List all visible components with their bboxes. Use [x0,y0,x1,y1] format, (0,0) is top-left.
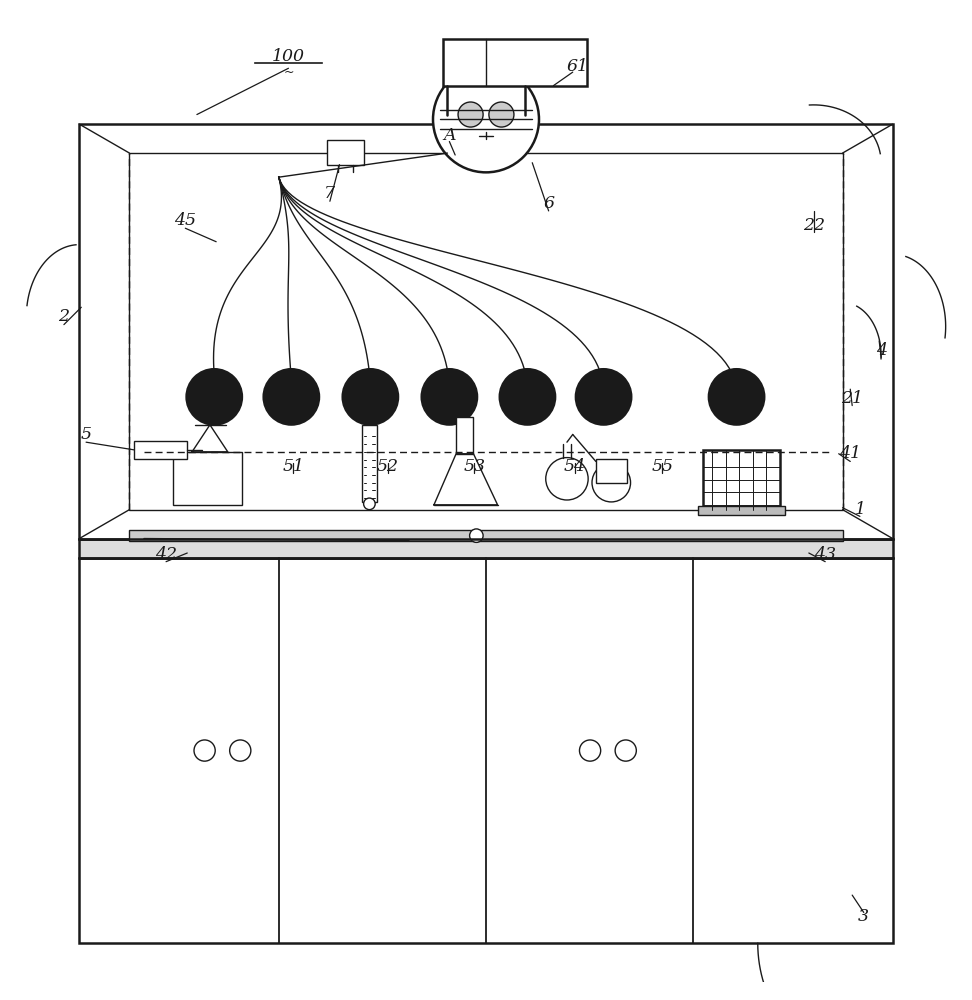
Text: 45: 45 [174,212,196,229]
Circle shape [364,498,375,510]
Text: 52: 52 [377,458,399,475]
Bar [80,558,892,943]
Circle shape [489,102,514,127]
Text: A: A [443,127,456,144]
Bar [698,506,784,515]
Text: 61: 61 [567,58,589,75]
Bar [129,530,843,541]
Text: ~: ~ [283,66,294,79]
Circle shape [229,740,251,761]
Bar [134,441,188,459]
Bar [447,115,525,153]
Bar [703,450,780,510]
Text: 21: 21 [841,390,863,407]
Circle shape [341,368,399,426]
Circle shape [421,368,478,426]
Circle shape [545,458,588,500]
Circle shape [615,740,637,761]
Text: 53: 53 [464,458,485,475]
Bar [327,140,364,165]
Text: 4: 4 [876,342,886,359]
Bar [80,124,892,539]
Circle shape [194,740,215,761]
Circle shape [499,368,556,426]
Bar [456,417,473,454]
Text: 3: 3 [858,908,869,925]
Bar [129,153,843,510]
Bar [442,39,587,86]
Text: 55: 55 [651,458,674,475]
Text: 43: 43 [815,546,836,563]
Bar [596,459,627,483]
Text: 2: 2 [58,308,69,325]
Text: 5: 5 [81,426,91,443]
Circle shape [469,529,483,542]
Text: 1: 1 [854,501,865,518]
Text: 42: 42 [156,546,177,563]
Bar [362,425,377,502]
Text: 100: 100 [272,48,305,65]
Bar [80,539,892,558]
Text: 22: 22 [803,217,824,234]
Text: 41: 41 [839,445,861,462]
Circle shape [458,102,483,127]
Circle shape [186,368,243,426]
Circle shape [708,368,766,426]
Text: 51: 51 [282,458,304,475]
Circle shape [433,66,539,172]
Circle shape [262,368,320,426]
Circle shape [579,740,601,761]
Text: 54: 54 [564,458,586,475]
Text: 7: 7 [325,185,335,202]
Circle shape [592,463,631,502]
Bar [173,452,242,505]
Text: 6: 6 [543,195,554,212]
Circle shape [574,368,633,426]
